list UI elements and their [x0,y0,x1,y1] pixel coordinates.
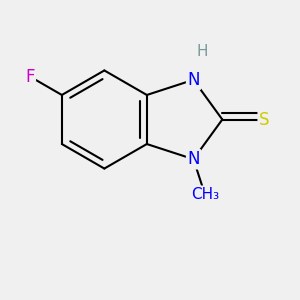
Text: CH₃: CH₃ [191,187,219,202]
Text: N: N [187,71,200,89]
Text: H: H [197,44,208,59]
Text: N: N [187,150,200,168]
Text: S: S [259,110,269,128]
Text: F: F [25,68,35,85]
